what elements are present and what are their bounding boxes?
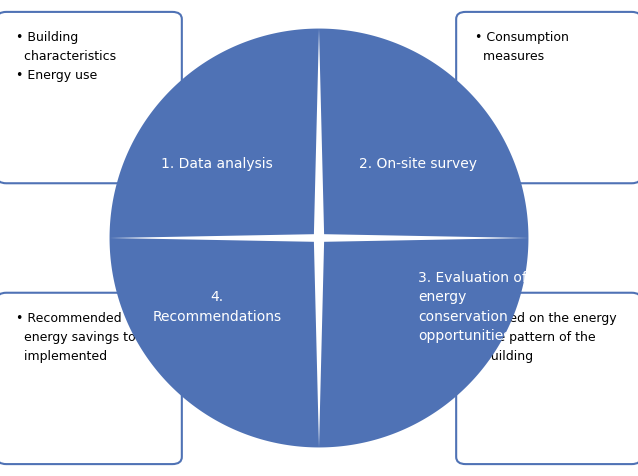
Text: 4.
Recommendations: 4. Recommendations: [152, 290, 281, 324]
FancyBboxPatch shape: [0, 12, 182, 183]
Text: • Recommended
  energy savings to be
  implemented: • Recommended energy savings to be imple…: [16, 312, 155, 363]
Polygon shape: [319, 238, 528, 447]
Text: 2. On-site survey: 2. On-site survey: [359, 157, 477, 171]
Text: • Based on the energy
  use pattern of the
  building: • Based on the energy use pattern of the…: [475, 312, 617, 363]
FancyBboxPatch shape: [456, 293, 638, 464]
Polygon shape: [319, 29, 528, 238]
Text: • Building
  characteristics
• Energy use: • Building characteristics • Energy use: [16, 31, 116, 82]
FancyBboxPatch shape: [0, 293, 182, 464]
Text: 3. Evaluation of
energy
conservation
opportunities: 3. Evaluation of energy conservation opp…: [418, 271, 527, 343]
FancyBboxPatch shape: [456, 12, 638, 183]
Text: 1. Data analysis: 1. Data analysis: [161, 157, 273, 171]
Polygon shape: [110, 238, 319, 447]
Text: • Consumption
  measures: • Consumption measures: [475, 31, 569, 63]
Polygon shape: [110, 29, 319, 238]
